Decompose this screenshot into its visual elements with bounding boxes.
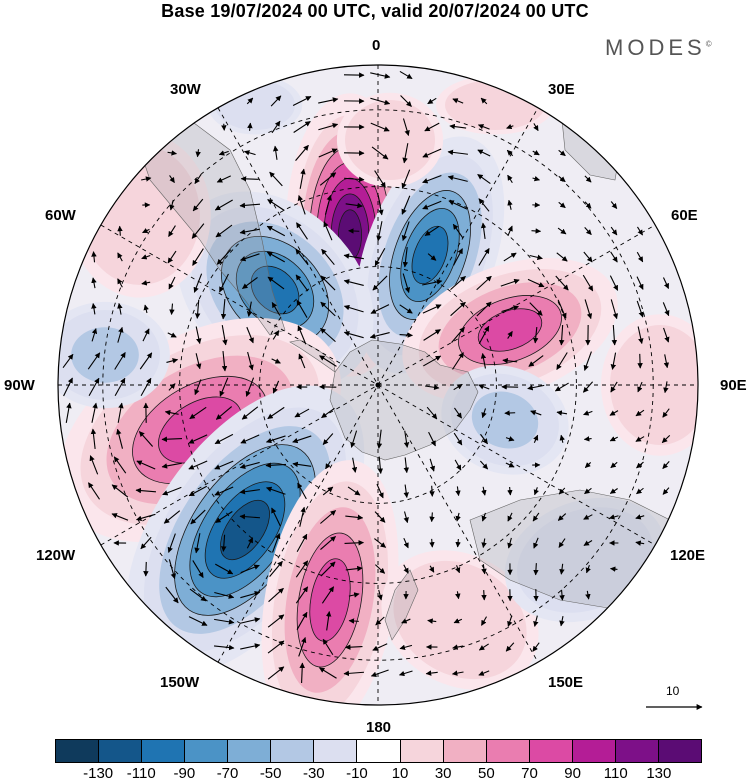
map-border — [57, 64, 699, 706]
colorbar-swatch — [228, 740, 272, 762]
colorbar-swatch — [99, 740, 143, 762]
lon-label-180: 180 — [366, 719, 392, 736]
colorbar-tick-label: -50 — [259, 765, 282, 782]
colorbar-swatch — [529, 740, 573, 762]
copyright-mark: © — [705, 39, 712, 49]
colorbar-swatch — [56, 740, 100, 762]
colorbar-tick-label: 110 — [603, 765, 628, 782]
colorbar-tick-label: 90 — [564, 765, 581, 782]
lon-label-60e: 60E — [671, 207, 698, 224]
colorbar-tick-label: 30 — [434, 765, 452, 782]
colorbar-tick-label: 50 — [477, 765, 495, 782]
colorbar-tick-label: 70 — [521, 765, 538, 782]
colorbar-swatch — [615, 740, 659, 762]
colorbar-tick-label: -110 — [126, 765, 156, 782]
colorbar-swatch — [271, 740, 315, 762]
reference-vector-label: 10 — [666, 684, 680, 698]
lon-label-120e: 120E — [670, 547, 706, 564]
colorbar-tick-label: 130 — [646, 765, 672, 782]
lon-label-120w: 120W — [36, 547, 76, 564]
colorbar-swatch — [486, 740, 530, 762]
lon-label-30e: 30E — [548, 81, 575, 98]
colorbar-tick-label: -130 — [83, 765, 114, 782]
colorbar-swatch — [443, 740, 487, 762]
colorbar-swatch — [185, 740, 229, 762]
colorbar-tick-label: -90 — [173, 765, 196, 782]
brand-logo: MODES© — [605, 35, 712, 61]
colorbar-swatch — [400, 740, 444, 762]
lon-label-90e: 90E — [720, 377, 747, 394]
wind-vectors — [62, 70, 671, 684]
colorbar-swatch — [572, 740, 616, 762]
map-title: Base 19/07/2024 00 UTC, valid 20/07/2024… — [161, 1, 589, 21]
colorbar-swatch — [357, 740, 401, 762]
lon-label-150e: 150E — [548, 674, 584, 691]
colorbar-swatch — [314, 740, 358, 762]
lon-label-150w: 150W — [160, 674, 200, 691]
colorbar-tick-label: -30 — [302, 765, 325, 782]
colorbar-tick-label: -70 — [216, 765, 239, 782]
lon-label-90w: 90W — [4, 377, 35, 394]
lon-label-30w: 30W — [170, 81, 201, 98]
colorbar-swatch — [142, 740, 186, 762]
lon-label-60w: 60W — [45, 207, 76, 224]
colorbar-tick-label: -10 — [346, 765, 368, 782]
brand-name: MODES — [605, 35, 706, 60]
colorbar — [55, 739, 702, 763]
colorbar-swatch — [658, 740, 701, 762]
colorbar-tick-label: 10 — [391, 765, 409, 782]
lon-label-0: 0 — [372, 37, 381, 54]
